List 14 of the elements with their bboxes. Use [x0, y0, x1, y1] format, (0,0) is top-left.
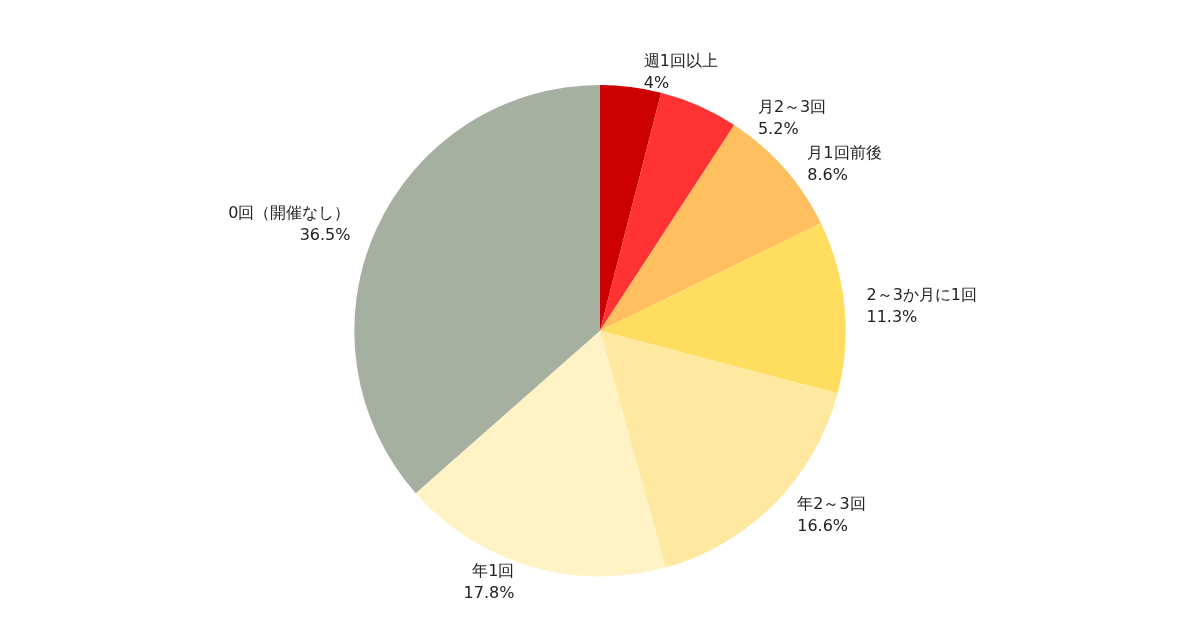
data-label: 16.6%: [797, 516, 849, 536]
data-label: 4%: [643, 72, 670, 92]
slice-label: 年1回: [472, 561, 515, 581]
slice-label: 月2～3回: [757, 96, 827, 116]
data-label: 5.2%: [757, 118, 799, 138]
data-label: 11.3%: [866, 306, 918, 326]
slice-label: 0回（開催なし）: [228, 202, 351, 222]
data-label: 17.8%: [463, 583, 515, 603]
data-label: 36.5%: [299, 224, 351, 244]
data-label: 8.6%: [807, 164, 848, 184]
slice-label: 月1回前後: [807, 142, 882, 162]
slice-label: 2～3か月に1回: [866, 284, 978, 304]
slice-label: 年2～3回: [797, 494, 866, 514]
slice-label: 週1回以上: [643, 50, 718, 70]
